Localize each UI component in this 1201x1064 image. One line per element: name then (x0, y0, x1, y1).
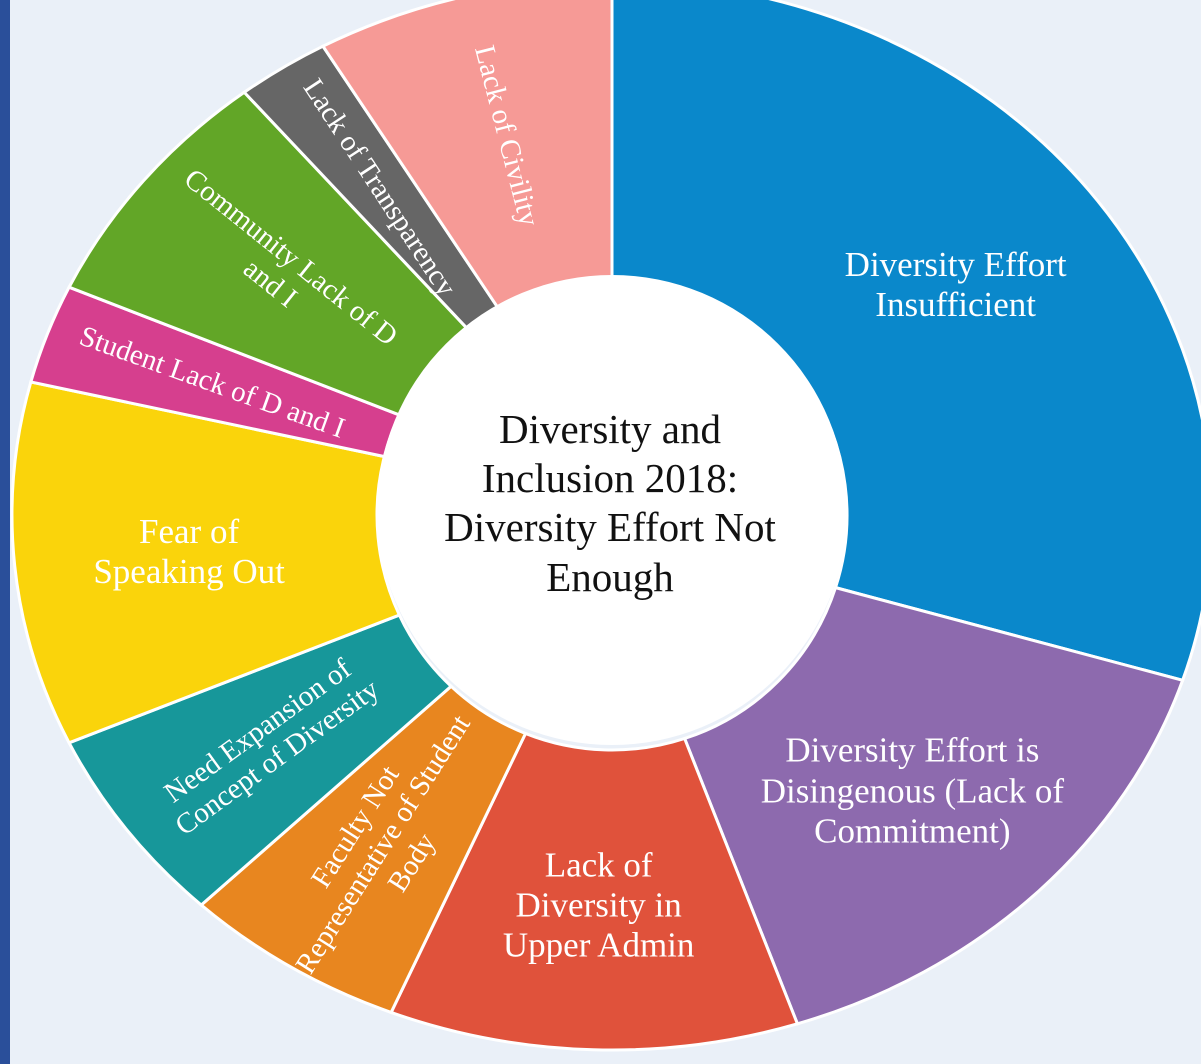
donut-hole (377, 275, 847, 745)
donut-segment (198, 684, 528, 1015)
donut-segment (389, 731, 800, 1052)
segment-label: Diversity Effort Insufficient (844, 244, 1067, 325)
segment-label: Diversity Effort is Disingenous (Lack of… (760, 731, 1064, 851)
segment-label: Fear of Speaking Out (93, 511, 285, 591)
segment-label: Lack of Diversity in Upper Admin (502, 845, 695, 965)
donut-segment (682, 585, 1185, 1026)
donut-segment (10, 380, 402, 745)
side-strip (0, 0, 10, 1064)
donut-segment (66, 613, 454, 907)
chart-title: Diversity and Inclusion 2018: Diversity … (444, 406, 776, 600)
